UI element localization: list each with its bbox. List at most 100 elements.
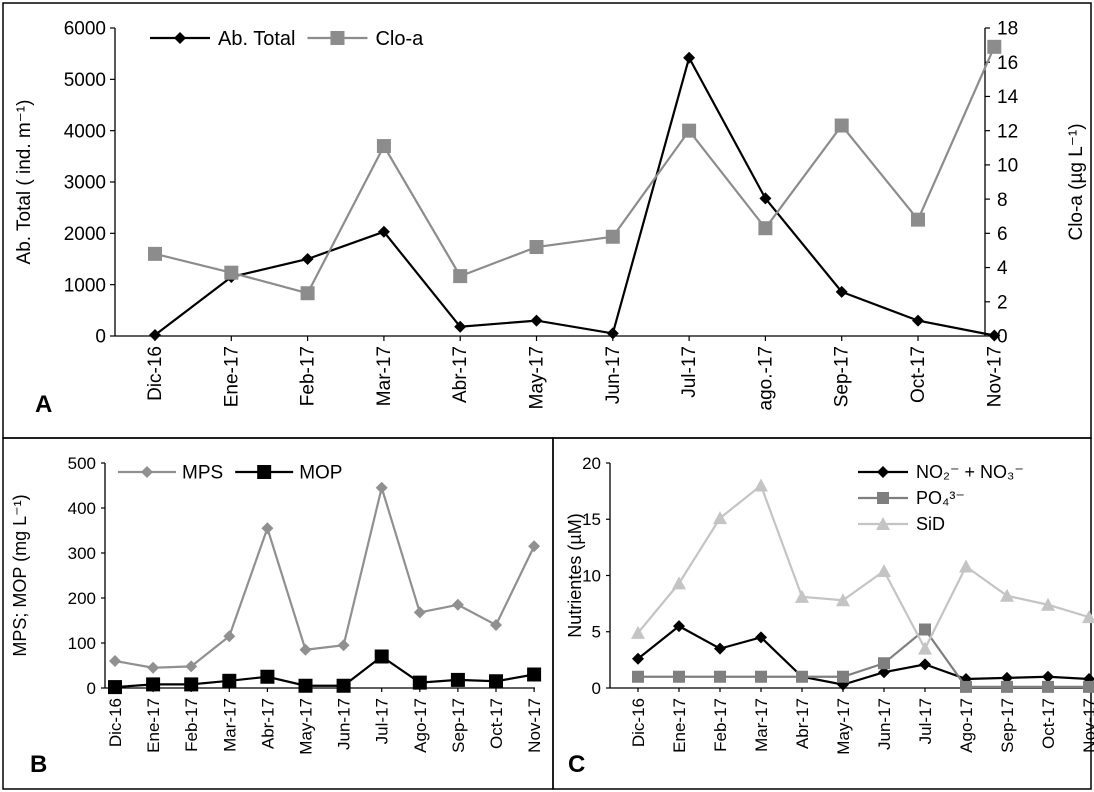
x-tick-label: Abr-17 xyxy=(793,698,812,749)
data-point xyxy=(146,677,161,692)
x-tick-label: ago.-17 xyxy=(755,346,776,410)
y2-tick-label: 6 xyxy=(997,224,1008,245)
y-tick-label: 400 xyxy=(68,499,96,518)
data-point xyxy=(758,221,773,236)
x-tick-label: Nov-17 xyxy=(984,346,1005,407)
data-point xyxy=(632,652,644,665)
y-axis-title: Nutrientes (µM) xyxy=(565,513,585,637)
data-point xyxy=(755,670,767,683)
y-tick-label: 0 xyxy=(95,327,106,348)
data-point xyxy=(375,481,388,494)
data-point xyxy=(836,593,850,607)
x-tick-label: Ene-17 xyxy=(670,698,689,753)
data-point xyxy=(632,670,644,683)
data-point xyxy=(336,678,351,693)
legend-marker xyxy=(257,465,272,479)
data-point xyxy=(631,625,645,639)
data-point xyxy=(109,655,121,667)
x-tick-label: Feb-17 xyxy=(182,698,201,752)
y2-tick-label: 4 xyxy=(997,258,1008,279)
chart-1: 0 100 200 300 400 500 MPS; MOP (mg L⁻¹) Dic-16 E… xyxy=(10,454,544,778)
data-point xyxy=(912,314,924,327)
data-point xyxy=(298,678,313,693)
data-point xyxy=(412,675,427,690)
series-2 xyxy=(148,39,1002,301)
series-line xyxy=(637,624,1090,686)
legend: NO₂⁻ + NO₃⁻ PO₄³⁻ SiD xyxy=(858,462,1024,534)
data-point xyxy=(1082,610,1094,624)
x-tick-label: Jul-17 xyxy=(373,698,392,744)
data-point xyxy=(450,672,465,687)
data-point xyxy=(796,670,808,683)
data-point xyxy=(489,674,503,689)
y2-tick-label: 14 xyxy=(997,87,1019,108)
data-point xyxy=(1001,680,1013,693)
data-point xyxy=(878,657,890,670)
series-line xyxy=(638,627,1089,688)
x-tick-label: May-17 xyxy=(297,698,316,755)
y-tick-label: 6000 xyxy=(64,19,106,40)
legend-marker xyxy=(174,32,186,44)
panel-b-frame xyxy=(2,437,554,790)
panel-label: C xyxy=(568,751,585,778)
y-tick-label: 4000 xyxy=(64,121,106,142)
y-axis-title: Ab. Total ( ind. m⁻¹) xyxy=(14,100,35,265)
data-point xyxy=(682,123,697,138)
data-point xyxy=(528,540,541,553)
data-point xyxy=(795,589,809,603)
data-point xyxy=(299,643,312,656)
y-tick-label: 300 xyxy=(68,544,96,563)
x-tick-label: Ago-17 xyxy=(957,698,976,753)
y2-tick-label: 18 xyxy=(997,19,1018,40)
data-point xyxy=(960,680,972,693)
legend-marker xyxy=(876,517,890,530)
x-tick-label: Mar-17 xyxy=(374,346,395,406)
data-point xyxy=(1000,588,1014,602)
data-point xyxy=(1042,670,1054,683)
legend-marker xyxy=(330,31,345,45)
x-tick-label: Feb-17 xyxy=(711,698,730,752)
series-line xyxy=(154,54,995,337)
data-point xyxy=(759,192,772,205)
legend: Ab. Total Clo-a xyxy=(150,28,424,50)
legend-label: Ab. Total xyxy=(218,28,295,50)
data-point xyxy=(714,642,726,655)
x-tick-label: Feb-17 xyxy=(298,346,319,406)
data-point xyxy=(184,677,199,692)
x-tick-label: Abr-17 xyxy=(450,346,471,403)
data-point xyxy=(837,670,849,683)
legend-label: Clo-a xyxy=(375,28,424,50)
x-tick-label: Nov-17 xyxy=(1080,698,1094,753)
data-point xyxy=(673,620,685,633)
panel-label: B xyxy=(30,751,47,778)
data-point xyxy=(413,606,426,619)
data-point xyxy=(147,661,160,674)
y-tick-label: 1000 xyxy=(64,275,106,296)
data-point xyxy=(605,229,620,244)
data-point xyxy=(683,51,696,64)
x-tick-label: Jun-17 xyxy=(603,346,624,404)
x-tick-label: Oct-17 xyxy=(487,698,506,749)
y-tick-label: 20 xyxy=(582,454,601,473)
data-point xyxy=(714,670,726,683)
y-tick-label: 0 xyxy=(592,679,601,698)
y-tick-label: 5 xyxy=(592,623,601,642)
data-point xyxy=(835,285,848,298)
x-tick-label: Dic-16 xyxy=(106,698,125,747)
data-point xyxy=(454,320,467,333)
data-point xyxy=(1083,680,1094,693)
y2-axis-title: Clo-a (µg L⁻¹) xyxy=(1066,123,1087,240)
x-tick-label: Sep-17 xyxy=(998,698,1017,753)
y2-tick-label: 10 xyxy=(997,156,1018,177)
y2-tick-label: 8 xyxy=(997,190,1008,211)
series-line xyxy=(114,655,535,689)
y-tick-label: 2000 xyxy=(64,224,106,245)
y2-tick-label: 0 xyxy=(997,327,1008,348)
data-point xyxy=(606,327,619,340)
data-point xyxy=(673,670,685,683)
legend-label: NO₂⁻ + NO₃⁻ xyxy=(916,462,1024,482)
data-point xyxy=(988,329,1001,342)
data-point xyxy=(987,39,1002,54)
data-point xyxy=(959,559,973,573)
